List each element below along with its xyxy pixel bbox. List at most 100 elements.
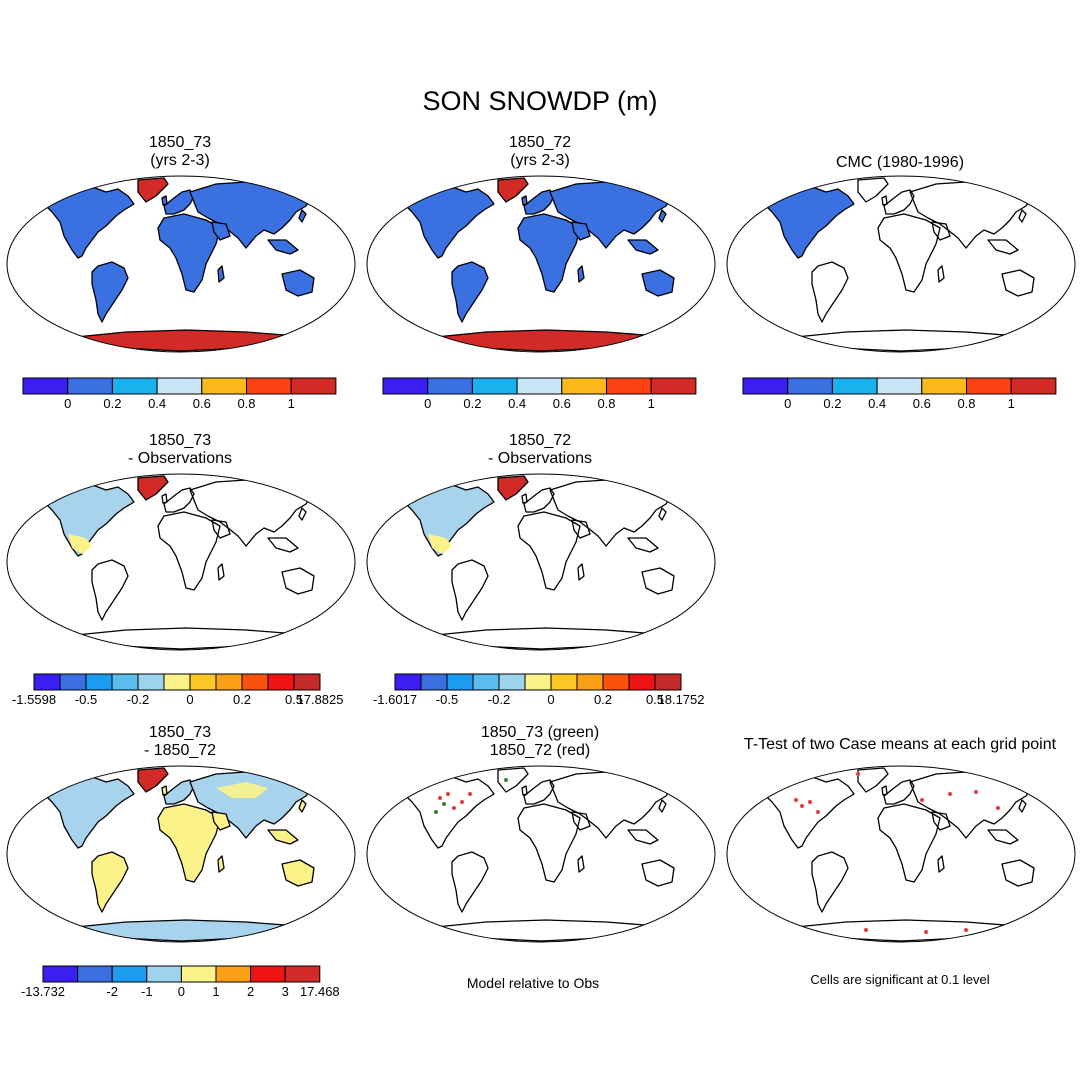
landmass-africa [157,803,221,883]
landmass-greenland [137,177,169,203]
colorbar-tick-label: 0.2 [233,692,251,707]
colorbar-swatch [628,673,656,691]
figure-title: SON SNOWDP (m) [422,86,658,116]
colorbar-swatch [111,377,158,395]
landmass-greenland [137,475,169,501]
colorbar-swatch [420,673,448,691]
significance-dot [864,928,868,932]
colorbar-swatch [33,673,61,691]
significance-dot [468,792,472,796]
landmass-africa [157,511,221,591]
colorbar-svg: 0 0.2 0.4 0.6 0.8 1 [22,377,337,411]
colorbar-swatch [22,377,69,395]
significance-dot [920,798,924,802]
landmass-antarctica [425,919,659,942]
landmass-greenland [497,767,529,793]
colorbar-tick-label: -13.732 [21,984,65,999]
landmass-greenland [857,767,889,793]
landmass-australia [1001,269,1035,297]
landmass-europe [163,779,195,805]
colorbar-swatch [67,377,113,395]
colorbar-svg: 0 0.2 0.4 0.6 0.8 1 [382,377,697,411]
world-map [6,175,356,353]
landmass-europe [163,189,195,215]
landmass-greenland [497,177,529,203]
panel-1850-72-minus-obs: 1850_72 - Observations [360,432,720,677]
map-frame [6,473,356,651]
landmass-japan [658,209,667,223]
significance-dot [452,806,456,810]
landmass-australia [1001,859,1035,887]
colorbar-tick-label: 1 [288,396,295,411]
colorbar-1850-72-minus-obs: -1.6017 -0.5 -0.2 0 0.2 0.5 18.1752 [373,673,705,714]
landmass-madagascar [577,855,585,873]
landmass-australia [641,567,675,595]
colorbar-tick-label: 0.6 [193,396,211,411]
significance-dot [446,792,450,796]
landmass-arabia [931,221,951,241]
significance-dot [800,804,804,808]
landmass-australia [641,859,675,887]
world-map [366,765,716,943]
landmass-asia [909,771,1033,839]
colorbar-swatch [293,673,321,691]
colorbar-tick-label: 17.8825 [297,692,344,707]
landmass-uk [881,785,888,796]
landmass-australia [281,859,315,887]
colorbar-swatch [561,377,607,395]
colorbar-1850-73-minus-1850-72: -13.732 -2 -1 0 1 2 3 17.468 [21,965,340,1006]
colorbar-tick-label: 0.4 [868,396,886,411]
colorbar-swatch [250,965,286,983]
landmass-europe [523,487,555,513]
colorbar-swatch [85,673,113,691]
world-map [726,175,1076,353]
colorbar-tick-label: 1 [212,984,219,999]
panel-title: T-Test of two Case means at each grid po… [743,736,1057,753]
landmass-madagascar [577,563,585,581]
landmass-south-america [91,559,129,621]
significance-dot [442,802,446,806]
panel-title: 1850_73 - Observations [127,432,233,467]
colorbar-swatch [605,377,652,395]
significance-dot [856,772,860,776]
colorbar-tick-label: 0.2 [823,396,841,411]
colorbar-swatch [215,965,252,983]
colorbar-tick-label: 0 [547,692,554,707]
colorbar-swatch [472,673,500,691]
landmass-uk [161,195,168,206]
landmass-seasia [267,239,299,255]
colorbar-swatch [163,673,191,691]
landmass-north-america [763,185,855,259]
colorbar-swatch [965,377,1012,395]
colorbar-1850-73-minus-obs: -1.5598 -0.5 -0.2 0 0.2 0.5 17.8825 [12,673,344,714]
colorbar-swatch [471,377,518,395]
colorbar-tick-label: 0.2 [463,396,481,411]
landmass-south-america [91,851,129,913]
colorbar-tick-label: 3 [282,984,289,999]
panel-title: 1850_73 - 1850_72 [143,724,217,759]
landmass-japan [658,507,667,521]
landmass-uk [161,785,168,796]
colorbar-tick-label: 0.6 [553,396,571,411]
colorbar-tick-label: 1 [648,396,655,411]
landmass-north-america [763,775,855,849]
landmass-africa [157,213,221,293]
colorbar-tick-label: 0.8 [957,396,975,411]
landmass-north-america [403,775,495,849]
colorbar-swatch [146,965,182,983]
landmass-uk [881,195,888,206]
colorbar-tick-label: 1 [1008,396,1015,411]
landmass-antarctica [65,919,299,942]
landmass-asia [189,479,313,547]
world-map [6,765,356,943]
colorbar-swatch [241,673,269,691]
landmass-europe [883,779,915,805]
colorbar-tick-label: -2 [106,984,118,999]
landmass-uk [521,785,528,796]
landmass-greenland [497,475,529,501]
landmass-north-america [43,185,135,259]
colorbar-svg: 0 0.2 0.4 0.6 0.8 1 [742,377,1057,411]
colorbar-swatch [446,673,474,691]
colorbar-tick-label: -0.2 [488,692,510,707]
landmass-japan [298,209,307,223]
